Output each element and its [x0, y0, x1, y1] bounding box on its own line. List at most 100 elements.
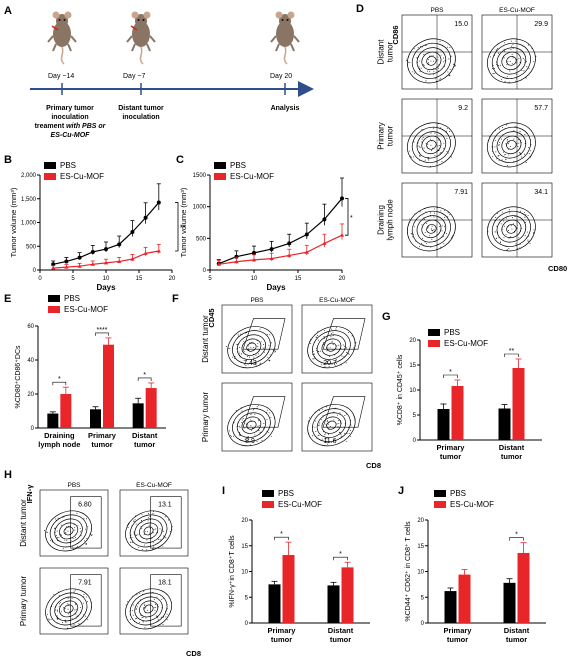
event-dot — [509, 145, 511, 147]
event-dot — [75, 603, 77, 605]
event-dot — [135, 523, 137, 525]
event-dot — [497, 212, 499, 214]
data-point — [322, 241, 327, 245]
event-dot — [142, 621, 144, 623]
event-dot — [520, 156, 522, 158]
column-header: ES-Cu-MOF — [319, 297, 355, 304]
density-contour — [491, 210, 531, 247]
density-contour — [129, 514, 168, 548]
event-dot — [499, 142, 501, 144]
event-dot — [515, 62, 517, 64]
event-dot — [529, 242, 531, 244]
panel-label-j: J — [398, 485, 404, 497]
y-tick-label: 1000 — [193, 205, 207, 211]
event-dot — [140, 527, 142, 529]
data-point — [304, 232, 309, 237]
event-dot — [503, 57, 505, 59]
data-point — [156, 249, 161, 253]
event-dot — [47, 613, 48, 615]
event-dot — [346, 433, 348, 434]
event-dot — [242, 418, 244, 419]
data-point — [143, 251, 148, 255]
event-dot — [510, 236, 512, 238]
data-point — [90, 262, 95, 266]
category-label: Primary — [268, 626, 297, 635]
data-point — [156, 200, 161, 205]
event-dot — [508, 212, 510, 214]
panel-label-i: I — [222, 485, 225, 497]
column-header: PBS — [250, 297, 264, 304]
event-dot — [505, 143, 507, 145]
event-dot — [129, 618, 131, 620]
event-dot — [411, 156, 413, 158]
event-dot — [268, 432, 270, 434]
event-dot — [154, 598, 156, 600]
event-dot — [332, 331, 334, 333]
gate-percentage: 8.9 — [245, 438, 255, 445]
event-dot — [503, 220, 505, 222]
x-tick-label: 15 — [295, 276, 302, 282]
event-dot — [83, 602, 85, 604]
event-dot — [64, 539, 66, 541]
category-label: lymph node — [38, 440, 80, 449]
y-tick-label: 1,000 — [21, 221, 37, 227]
event-dot — [512, 47, 514, 49]
event-dot — [140, 520, 142, 521]
event-dot — [343, 433, 345, 435]
density-contour — [241, 338, 262, 356]
event-dot — [253, 356, 255, 358]
event-dot — [57, 517, 59, 519]
gate-rect — [70, 496, 102, 549]
event-dot — [326, 421, 328, 422]
bar — [437, 409, 450, 440]
event-dot — [58, 594, 60, 596]
event-dot — [330, 336, 332, 338]
event-dot — [250, 346, 252, 348]
event-dot — [350, 435, 352, 437]
event-dot — [517, 146, 519, 147]
event-dot — [492, 68, 494, 70]
event-dot — [422, 64, 424, 66]
data-point — [287, 253, 292, 257]
event-dot — [518, 152, 520, 154]
data-point — [269, 247, 274, 252]
event-dot — [419, 154, 421, 156]
data-point — [77, 264, 82, 268]
event-dot — [504, 50, 505, 52]
row-label: tumor — [386, 125, 395, 146]
flow-plot-frame — [301, 382, 373, 452]
event-dot — [64, 608, 66, 610]
density-contour — [241, 416, 262, 434]
event-dot — [519, 131, 521, 133]
category-label: Primary — [444, 626, 473, 635]
event-dot — [263, 423, 265, 425]
event-dot — [517, 133, 519, 135]
event-dot — [449, 130, 451, 132]
significance-label: ** — [180, 225, 186, 232]
event-dot — [312, 435, 314, 437]
event-dot — [500, 138, 502, 140]
x-tick-label: 10 — [251, 276, 258, 282]
event-dot — [152, 512, 154, 514]
event-dot — [446, 128, 448, 130]
event1-line1: Primary tumor — [46, 105, 94, 112]
event-dot — [432, 147, 433, 149]
y-tick-label: 20 — [27, 392, 34, 398]
event-dot — [48, 619, 50, 621]
event-dot — [419, 67, 421, 69]
event-dot — [327, 347, 329, 349]
event-dot — [226, 346, 228, 348]
event-dot — [335, 358, 337, 360]
row-label: tumor — [386, 41, 395, 62]
event-dot — [53, 594, 55, 596]
event-dot — [62, 548, 64, 550]
event-dot — [165, 616, 167, 618]
event-dot — [525, 214, 527, 216]
event-dot — [314, 358, 316, 360]
event-dot — [139, 621, 141, 623]
event-dot — [326, 350, 328, 352]
event-dot — [263, 351, 265, 353]
event-dot — [418, 65, 420, 67]
legend-label-es-cu-mof: ES-Cu-MOF — [444, 339, 488, 348]
event-dot — [238, 351, 240, 353]
